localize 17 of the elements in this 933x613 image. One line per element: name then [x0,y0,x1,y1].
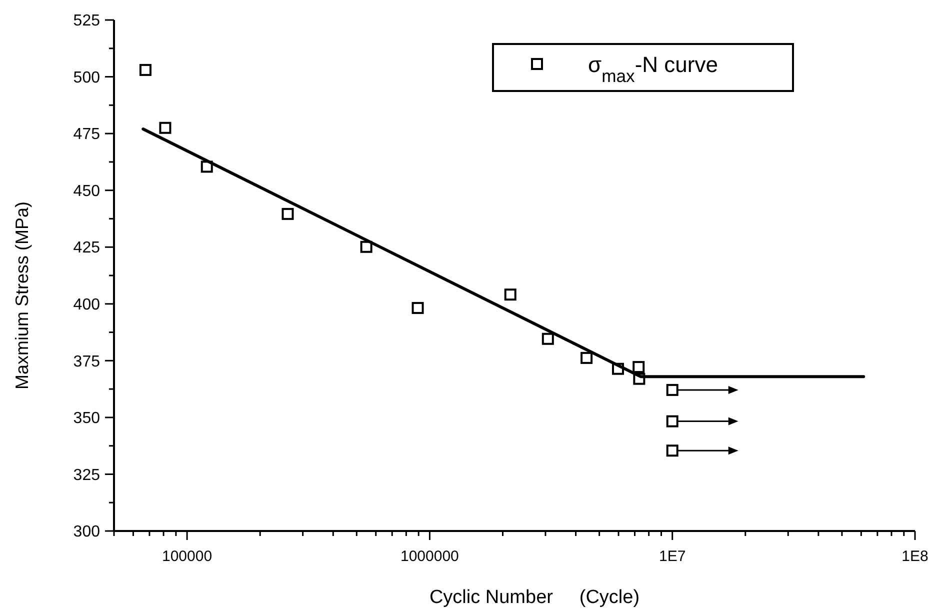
x-axis-title: Cyclic Number (Cycle) [429,587,640,608]
x-tick-label: 1E8 [902,548,928,565]
y-tick-label: 425 [73,240,100,257]
y-tick-label: 300 [73,524,100,541]
x-tick-label: 1E7 [658,548,686,565]
y-tick-label: 375 [73,353,100,370]
y-tick-label: 325 [73,466,100,484]
y-tick-label: 400 [73,296,100,314]
y-tick-label: 475 [73,126,100,144]
x-tick-label: 100000 [162,548,212,565]
legend-label: σ$_{max}$-N curve [588,52,718,86]
x-tick-label: 1000000 [400,548,459,565]
y-axis-title: Maxmium Stress (MPa) [12,201,32,390]
y-tick-label: 525 [73,12,100,30]
y-tick-label: 450 [73,182,100,200]
y-tick-label: 350 [73,410,100,428]
y-tick-label: 500 [73,69,100,86]
